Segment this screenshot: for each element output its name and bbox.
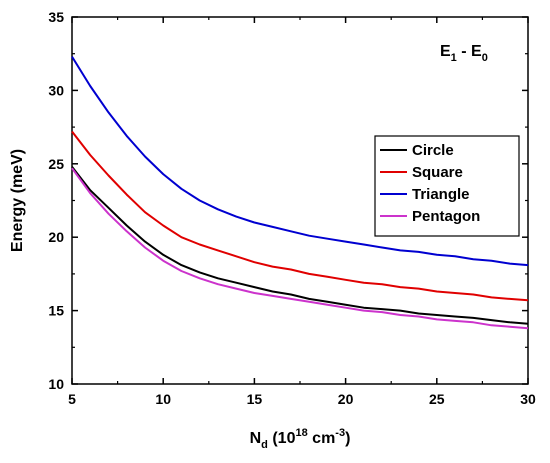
y-tick-label: 10 bbox=[48, 376, 64, 392]
y-tick-label: 30 bbox=[48, 82, 64, 98]
x-axis-title-main: N bbox=[250, 430, 262, 447]
series-line-pentagon bbox=[71, 167, 529, 330]
x-axis-title: Nd (1018 cm-3) bbox=[250, 427, 351, 451]
legend: Circle Square Triangle Pentagon bbox=[374, 135, 520, 237]
annotation-sub1: 1 bbox=[451, 52, 457, 64]
x-axis-title-sup1: 18 bbox=[295, 427, 307, 439]
y-tick-label: 20 bbox=[48, 229, 64, 245]
annotation-e1: E bbox=[440, 43, 451, 60]
x-axis-title-mid: cm bbox=[308, 430, 336, 447]
y-tick-label: 35 bbox=[48, 9, 64, 25]
x-axis-ticks: 5 10 15 20 25 30 bbox=[68, 17, 536, 407]
series-line-square bbox=[71, 130, 529, 302]
y-tick-label: 15 bbox=[48, 303, 64, 319]
x-axis-title-close: ) bbox=[345, 430, 350, 447]
series-line-circle bbox=[71, 166, 529, 325]
x-tick-label: 30 bbox=[520, 391, 536, 407]
x-tick-label: 25 bbox=[429, 391, 445, 407]
series-layer bbox=[71, 56, 529, 330]
x-tick-label: 10 bbox=[155, 391, 171, 407]
legend-label-circle: Circle bbox=[412, 142, 454, 159]
y-tick-label: 25 bbox=[48, 156, 64, 172]
annotation-sub2: 0 bbox=[482, 52, 488, 64]
chart-annotation: E1 - E0 bbox=[440, 43, 488, 64]
x-axis-title-sub: d bbox=[261, 439, 268, 451]
annotation-dash: - E bbox=[457, 43, 482, 60]
legend-box bbox=[374, 135, 520, 237]
x-axis-title-rest: (10 bbox=[268, 430, 296, 447]
y-axis-title: Energy (meV) bbox=[9, 149, 26, 252]
legend-label-square: Square bbox=[412, 164, 463, 181]
x-tick-label: 15 bbox=[247, 391, 263, 407]
legend-label-triangle: Triangle bbox=[412, 186, 470, 203]
series-line-triangle bbox=[71, 56, 529, 267]
x-tick-label: 20 bbox=[338, 391, 354, 407]
x-tick-label: 5 bbox=[68, 391, 76, 407]
legend-label-pentagon: Pentagon bbox=[412, 208, 480, 225]
x-axis-title-sup2: -3 bbox=[335, 427, 345, 439]
